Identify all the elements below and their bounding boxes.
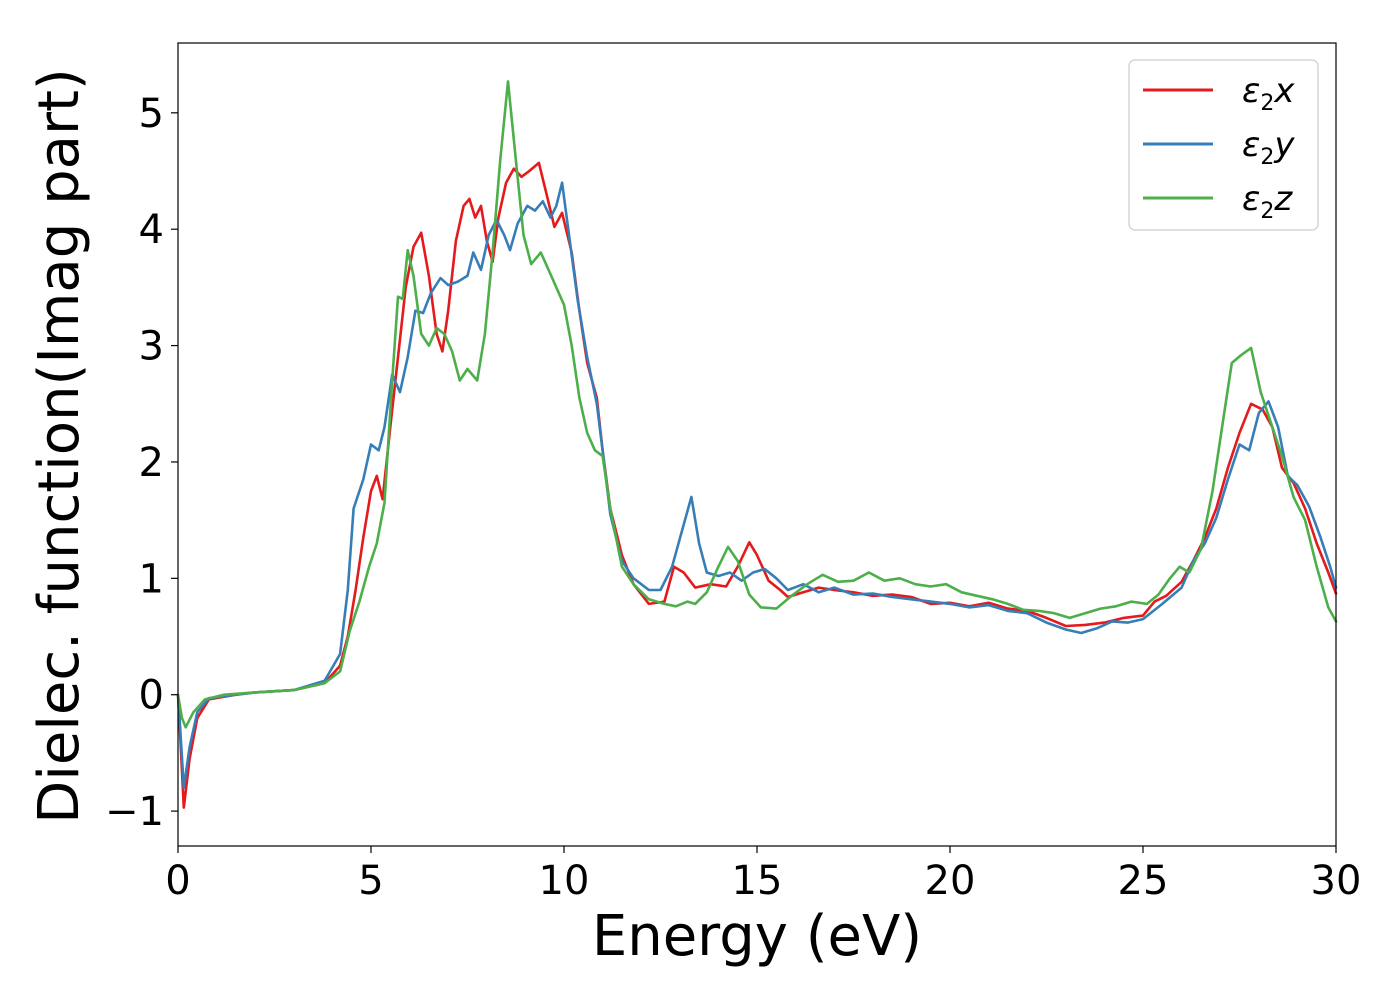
x-tick-label: 5 — [358, 858, 383, 904]
legend-label-y: ε2y — [1242, 125, 1295, 170]
y-axis-label: Dielec. function(Imag part) — [27, 68, 92, 824]
legend-entries: ε2x ε2y ε2z — [1143, 71, 1295, 224]
y-tick-label: 2 — [139, 440, 164, 486]
y-tick-label: 0 — [139, 673, 164, 719]
x-axis-label: Energy (eV) — [592, 904, 922, 969]
y-tick-label: 1 — [139, 556, 164, 602]
legend-label-x: ε2x — [1242, 71, 1295, 116]
x-tick-label: 25 — [1118, 858, 1169, 904]
y-tick-label: 3 — [139, 324, 164, 370]
y-tick-label: 4 — [139, 207, 164, 253]
x-tick-label: 10 — [539, 858, 590, 904]
y-axis-ticks: −1 0 1 2 3 4 5 — [105, 91, 178, 835]
legend-box — [1128, 59, 1319, 231]
series-layer — [176, 80, 1338, 809]
y-tick-label: 5 — [139, 91, 164, 137]
x-tick-label: 0 — [165, 858, 190, 904]
x-tick-label: 30 — [1311, 858, 1362, 904]
y-tick-label: −1 — [105, 789, 164, 835]
x-axis-ticks: 0 5 10 15 20 25 30 — [165, 846, 1361, 904]
x-tick-label: 15 — [732, 858, 783, 904]
legend-label-z: ε2z — [1242, 179, 1293, 224]
series-line-z — [176, 80, 1338, 729]
series-line-y — [176, 181, 1338, 790]
legend: ε2x ε2y ε2z — [1128, 59, 1319, 231]
x-tick-label: 20 — [925, 858, 976, 904]
